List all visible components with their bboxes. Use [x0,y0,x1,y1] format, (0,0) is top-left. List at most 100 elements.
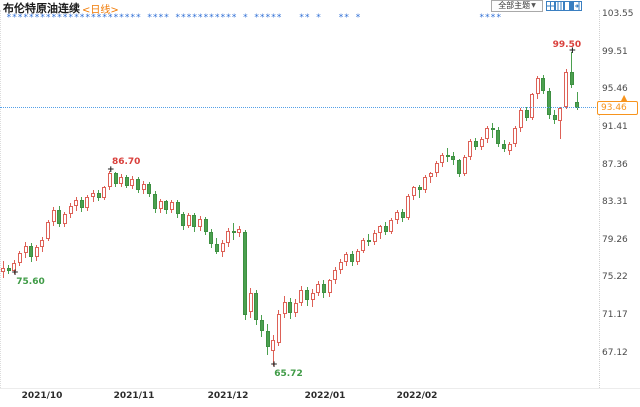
event-marker-icon[interactable]: * [496,13,501,23]
symbol-title: 布伦特原油连续 [3,2,80,15]
event-marker-icon[interactable]: * [490,13,496,23]
event-marker-icon[interactable]: * [62,13,68,23]
event-marker-icon[interactable]: * [23,13,29,23]
candle-wick [576,91,578,111]
candle-wick [430,171,432,183]
event-marker-icon[interactable]: * [220,13,226,23]
candle [68,206,73,215]
candle [158,201,163,209]
event-marker-icon[interactable]: * [17,13,23,23]
event-marker-icon[interactable]: * [203,13,209,23]
right-panel-layout-icon[interactable] [564,1,573,11]
event-marker-icon[interactable]: * [113,13,119,23]
price-marker-cross-icon: + [568,45,577,56]
event-marker-icon[interactable]: * [479,13,485,23]
event-marker-icon[interactable]: * [186,13,192,23]
event-marker-icon[interactable]: * [338,13,344,23]
event-marker-icon[interactable]: * [107,13,113,23]
candle [186,215,191,226]
event-marker-icon[interactable]: * [85,13,90,23]
event-marker-icon[interactable]: * [276,13,282,23]
columns-layout-icon[interactable] [555,1,564,11]
candle [175,202,180,215]
candle [153,193,157,209]
event-marker-icon[interactable]: * [124,13,130,23]
event-marker-icon[interactable]: * [305,13,310,23]
event-marker-icon[interactable]: * [68,13,74,23]
event-marker-icon[interactable]: * [271,13,276,23]
event-marker-icon[interactable]: * [96,13,102,23]
grid-4-layout-icon[interactable] [546,1,555,11]
event-marker-icon[interactable]: * [209,13,214,23]
event-marker-icon[interactable]: * [164,13,169,23]
event-marker-icon[interactable]: * [198,13,203,23]
event-marker-icon[interactable]: * [153,13,158,23]
event-marker-icon[interactable]: * [355,13,361,23]
left-axis-ticks [0,10,1,388]
candle [23,246,28,254]
candle [338,261,343,271]
event-marker-icon[interactable]: * [214,13,220,23]
event-marker-icon[interactable]: * [175,13,181,23]
event-marker-icon[interactable]: * [181,13,186,23]
event-marker-icon[interactable]: * [231,13,237,23]
candle [288,301,293,313]
event-marker-icon[interactable]: * [79,13,85,23]
candle [457,160,462,175]
event-marker-icon[interactable]: * [40,13,45,23]
event-marker-icon[interactable]: * [29,13,34,23]
candle [468,140,473,157]
event-marker-icon[interactable]: * [299,13,304,23]
candle [169,202,174,210]
event-marker-icon[interactable]: * [46,13,51,23]
event-marker-icon[interactable]: * [119,13,124,23]
candle [462,156,467,175]
candle [282,301,287,314]
event-marker-icon[interactable]: * [243,13,248,23]
candle [564,72,568,107]
candle [434,163,439,174]
candle [203,219,208,233]
price-annotation: 75.60 [16,276,45,287]
price-marker-cross-icon: + [270,359,278,370]
event-marker-icon[interactable]: * [12,13,17,23]
candle [85,196,90,208]
candle [113,173,118,184]
event-marker-icon[interactable]: * [34,13,40,23]
price-up-arrow-icon: ▲ [621,93,628,102]
candle [214,244,219,252]
event-marker-icon[interactable]: * [147,13,152,23]
event-marker-icon[interactable]: * [316,13,321,23]
candle [411,187,416,196]
event-marker-icon[interactable]: * [130,13,135,23]
candle [428,173,433,178]
candle [372,233,377,243]
themes-dropdown-button[interactable]: 全部主题 ▼ [491,0,543,12]
candle [389,219,394,233]
event-marker-icon[interactable]: * [57,13,62,23]
price-annotation: 99.50 [552,39,582,50]
event-marker-icon[interactable]: * [158,13,164,23]
event-marker-icon[interactable]: * [344,13,349,23]
event-marker-icon[interactable]: * [6,13,12,23]
event-marker-icon[interactable]: * [259,13,265,23]
candle [293,302,298,313]
event-marker-icon[interactable]: * [51,13,57,23]
event-marker-icon[interactable]: * [74,13,79,23]
right-axis-separator [599,10,600,388]
candle [395,211,400,220]
event-marker-icon[interactable]: * [226,13,231,23]
event-marker-icon[interactable]: * [91,13,96,23]
candle [378,225,383,233]
candle [62,214,67,224]
event-marker-icon[interactable]: * [136,13,141,23]
event-marker-icon[interactable]: * [265,13,271,23]
sidebar-toggle-icon[interactable] [573,1,582,11]
event-marker-icon[interactable]: * [102,13,107,23]
chart-header: 布伦特原油连续 <日线> [3,1,119,16]
event-marker-icon[interactable]: * [485,13,490,23]
candle [507,143,512,152]
event-marker-icon[interactable]: * [254,13,259,23]
period-selector[interactable]: <日线> [82,4,119,16]
event-marker-icon[interactable]: * [192,13,197,23]
